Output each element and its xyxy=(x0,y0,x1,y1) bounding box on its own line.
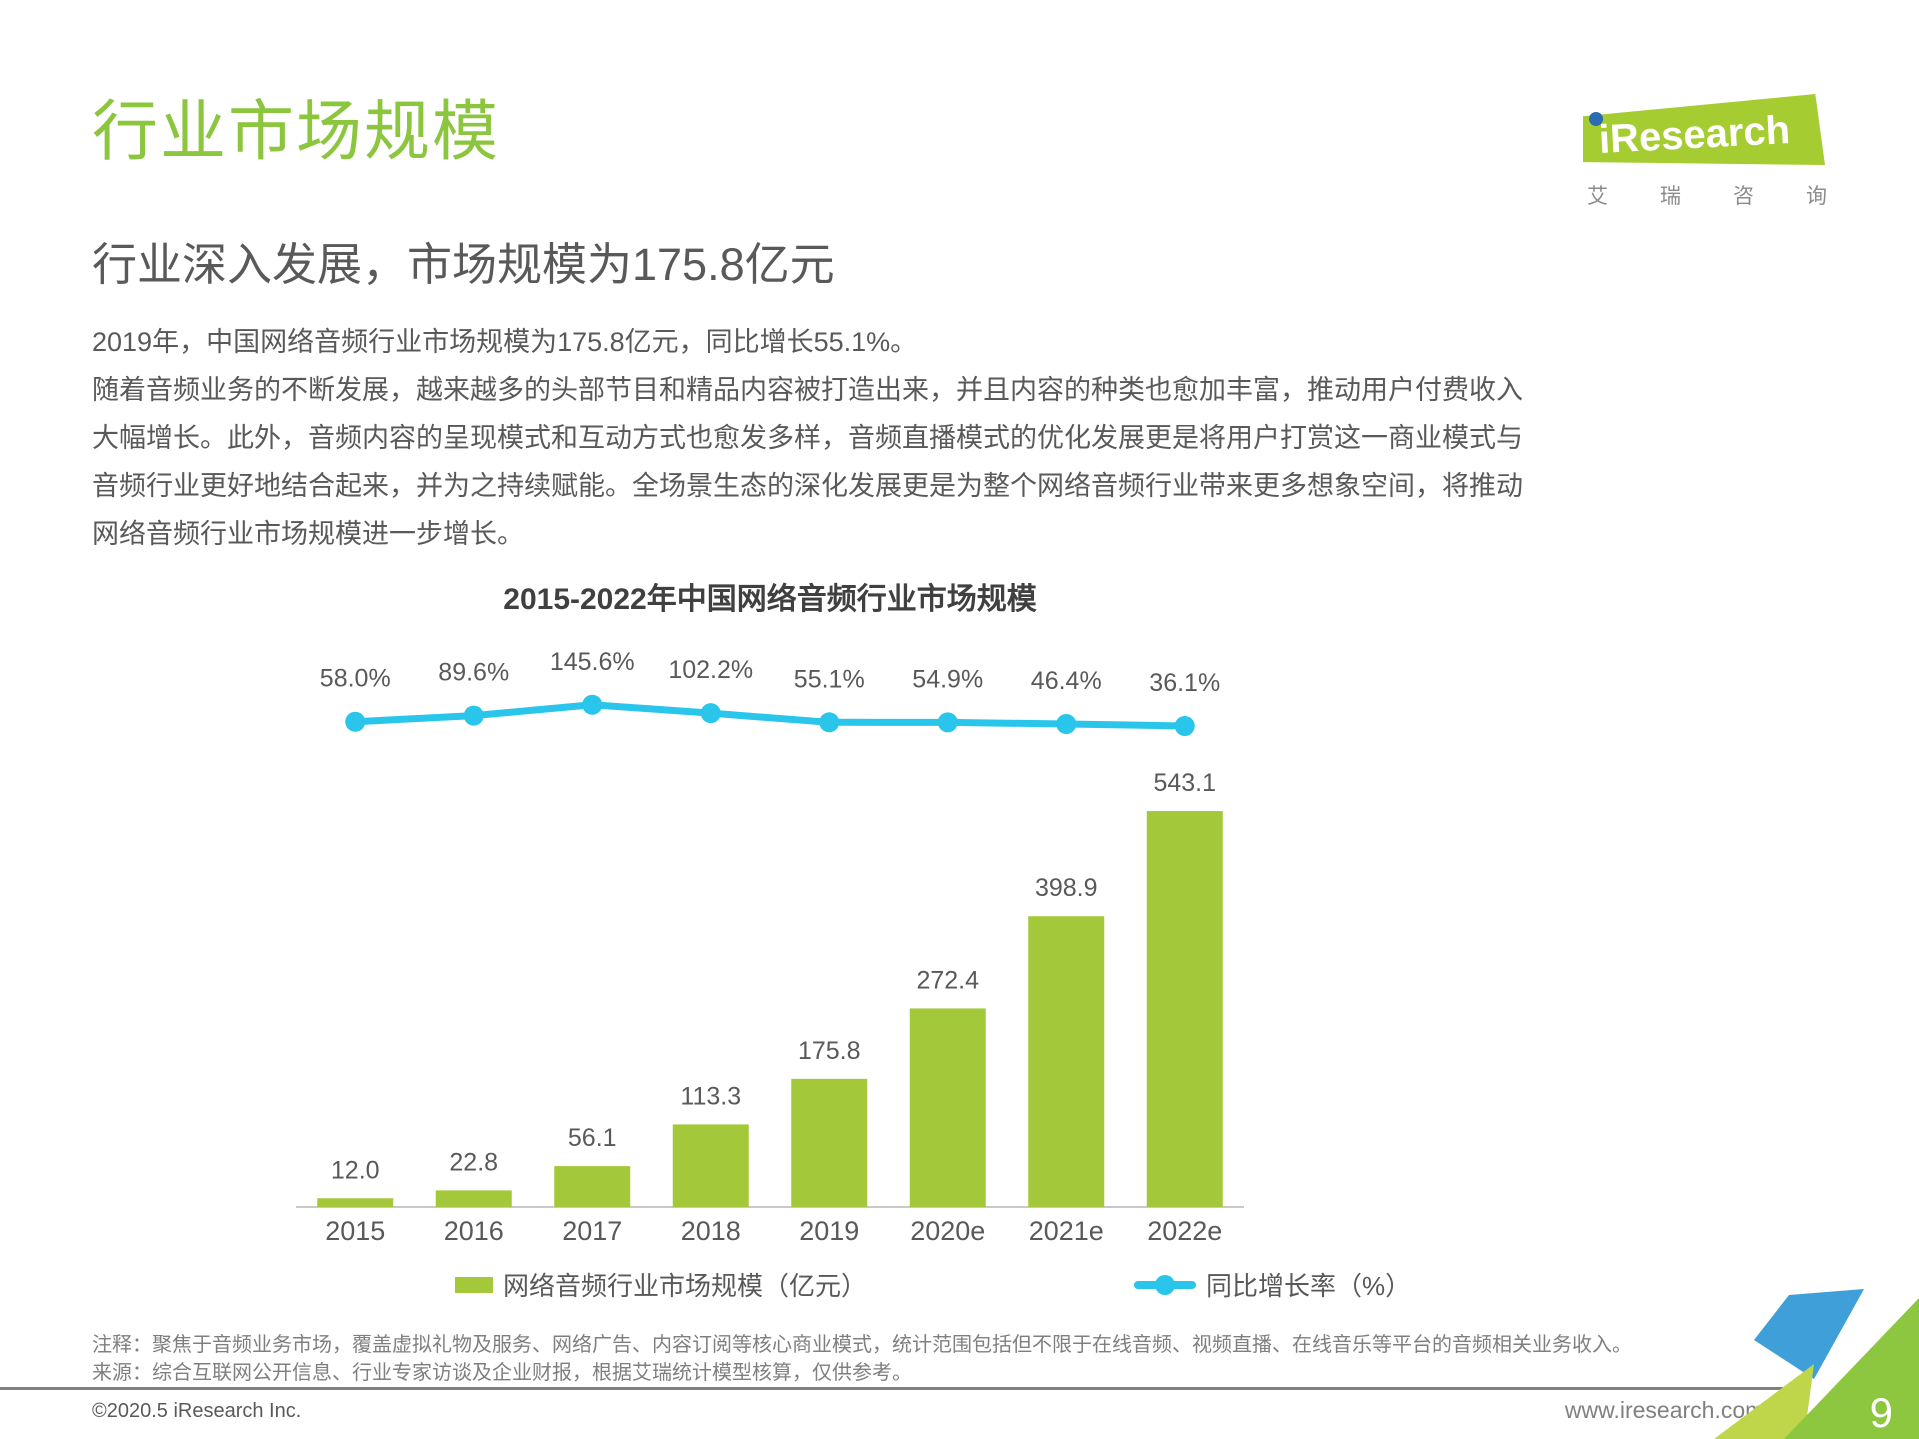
svg-text:2016: 2016 xyxy=(444,1216,504,1246)
line-legend-dot-icon xyxy=(1155,1274,1175,1295)
logo-brand-chinese: 艾瑞咨询 xyxy=(1587,185,1879,208)
svg-text:89.6%: 89.6% xyxy=(438,659,509,687)
svg-text:2019: 2019 xyxy=(799,1216,859,1246)
svg-text:56.1: 56.1 xyxy=(568,1124,617,1152)
svg-text:22.8: 22.8 xyxy=(449,1148,498,1176)
svg-text:102.2%: 102.2% xyxy=(668,656,753,684)
body-paragraph: 2019年，中国网络音频行业市场规模为175.8亿元，同比增长55.1%。随着音… xyxy=(92,318,1592,558)
logo-flag: iResearch xyxy=(1583,94,1825,166)
svg-text:2022e: 2022e xyxy=(1147,1216,1222,1246)
page-number: 9 xyxy=(1869,1389,1893,1436)
logo-brand-text: iResearch xyxy=(1597,108,1792,162)
svg-text:2018: 2018 xyxy=(681,1216,741,1246)
svg-text:175.8: 175.8 xyxy=(798,1037,861,1065)
body-line: 大幅增长。此外，音频内容的呈现模式和互动方式也愈发多样，音频直播模式的优化发展更… xyxy=(92,423,1523,453)
logo-i-dot-icon xyxy=(1589,112,1603,126)
svg-text:12.0: 12.0 xyxy=(331,1156,380,1184)
svg-text:145.6%: 145.6% xyxy=(550,648,635,676)
page-subtitle: 行业深入发展，市场规模为175.8亿元 xyxy=(92,239,835,290)
svg-text:46.4%: 46.4% xyxy=(1031,667,1102,695)
chart-source: 来源：综合互联网公开信息、行业专家访谈及企业财报，根据艾瑞统计模型核算，仅供参考… xyxy=(92,1362,912,1384)
svg-text:113.3: 113.3 xyxy=(680,1082,741,1110)
corner-decoration: 9 xyxy=(1669,1289,1919,1439)
svg-text:272.4: 272.4 xyxy=(916,966,979,994)
svg-text:36.1%: 36.1% xyxy=(1149,669,1220,697)
iresearch-logo: iResearch 艾瑞咨询 xyxy=(1583,86,1833,211)
chart-title: 2015-2022年中国网络音频行业市场规模 xyxy=(503,583,1037,616)
chart-note: 注释：聚焦于音频业务市场，覆盖虚拟礼物及服务、网络广告、内容订阅等核心商业模式，… xyxy=(92,1334,1632,1356)
footer-divider xyxy=(0,1387,1808,1390)
copyright-text: ©2020.5 iResearch Inc. xyxy=(92,1400,302,1422)
body-line: 随着音频业务的不断发展，越来越多的头部节目和精品内容被打造出来，并且内容的种类也… xyxy=(92,375,1523,405)
svg-text:2020e: 2020e xyxy=(910,1216,985,1246)
body-line: 网络音频行业市场规模进一步增长。 xyxy=(92,519,524,549)
bar-legend-label: 网络音频行业市场规模（亿元） xyxy=(503,1271,868,1301)
line-legend-label: 同比增长率（%） xyxy=(1206,1271,1412,1301)
page-title: 行业市场规模 xyxy=(92,94,500,168)
market-size-chart: 12.0 2015 22.8 2016 56.1 2017 113.3 2018 175.8 20… xyxy=(296,648,1244,1246)
svg-text:2021e: 2021e xyxy=(1029,1216,1104,1246)
svg-text:398.9: 398.9 xyxy=(1035,874,1098,902)
body-line: 2019年，中国网络音频行业市场规模为175.8亿元，同比增长55.1%。 xyxy=(92,327,918,357)
svg-text:58.0%: 58.0% xyxy=(320,665,391,693)
legend-bar-series: 网络音频行业市场规模（亿元） xyxy=(455,1266,867,1303)
svg-text:54.9%: 54.9% xyxy=(912,665,983,693)
svg-text:543.1: 543.1 xyxy=(1153,769,1216,797)
legend-line-series: 同比增长率（%） xyxy=(1134,1266,1411,1303)
svg-text:55.1%: 55.1% xyxy=(794,665,865,693)
bar-legend-swatch-icon xyxy=(455,1276,493,1293)
svg-text:2017: 2017 xyxy=(562,1216,622,1246)
line-legend-swatch-icon xyxy=(1134,1274,1196,1295)
svg-text:2015: 2015 xyxy=(325,1216,385,1246)
body-line: 音频行业更好地结合起来，并为之持续赋能。全场景生态的深化发展更是为整个网络音频行… xyxy=(92,471,1523,501)
